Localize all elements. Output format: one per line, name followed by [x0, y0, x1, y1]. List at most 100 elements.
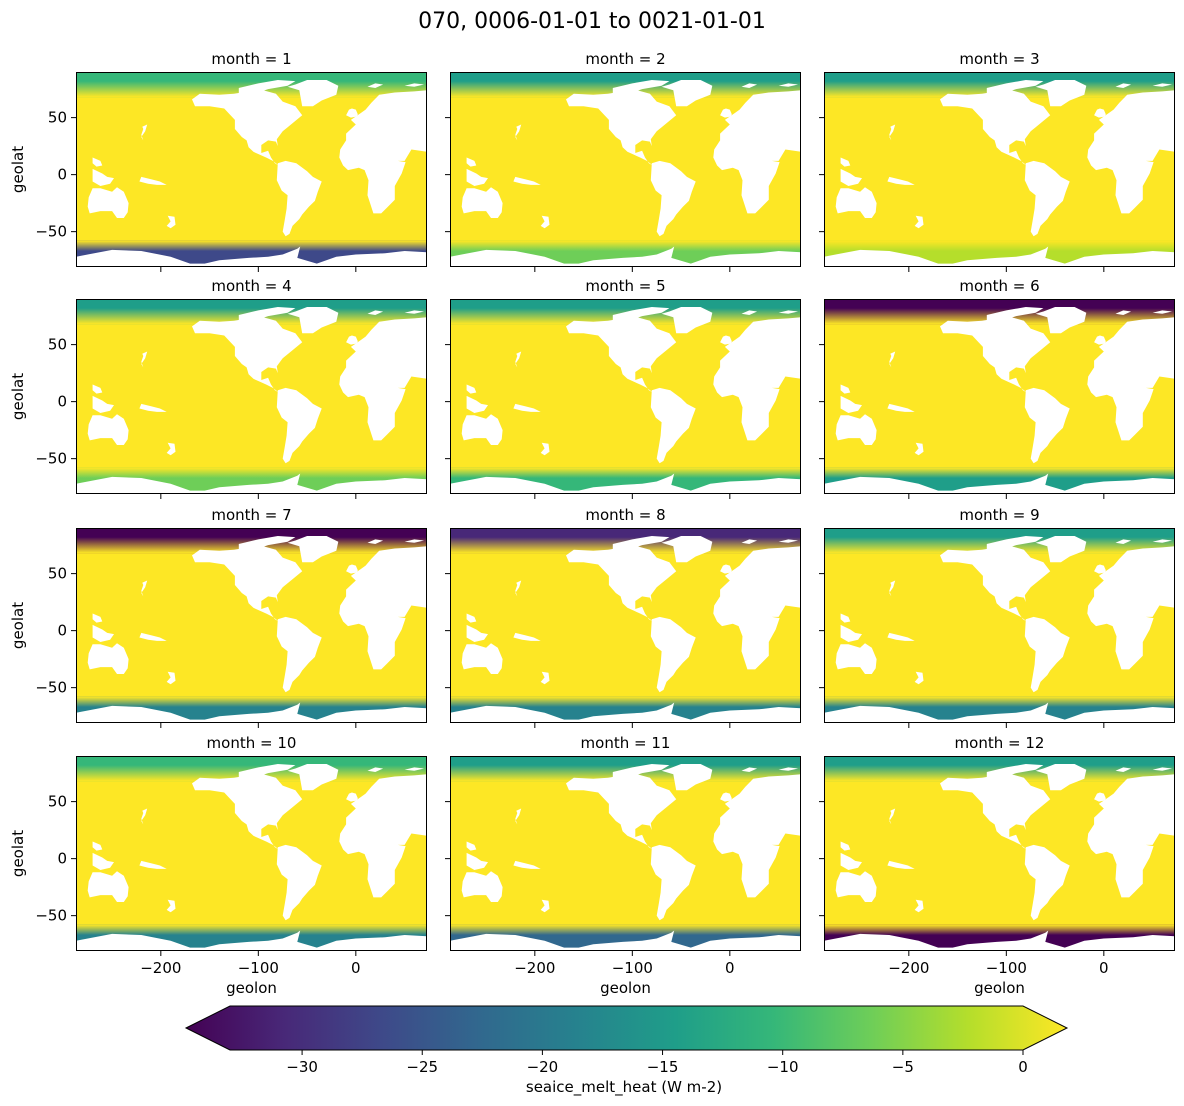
- land-mask: [367, 310, 384, 315]
- land-mask: [840, 384, 851, 394]
- land-mask: [778, 310, 799, 314]
- land-mask: [741, 539, 758, 544]
- land-mask: [192, 317, 303, 393]
- land-mask: [139, 403, 167, 412]
- land-mask: [92, 852, 114, 870]
- y-axis-label: geolat: [9, 146, 27, 193]
- land-mask: [986, 307, 1044, 321]
- land-mask: [1035, 764, 1087, 791]
- y-tick-label: −50: [35, 679, 67, 697]
- antarctica-mask: [76, 246, 427, 267]
- land-mask: [466, 395, 488, 413]
- map-panel: month = 3: [819, 50, 1175, 272]
- land-mask: [192, 546, 303, 622]
- panel-frame: [76, 528, 427, 723]
- land-mask: [339, 90, 427, 214]
- land-mask: [540, 899, 550, 913]
- land-mask: [276, 387, 322, 464]
- land-mask: [840, 157, 851, 167]
- land-mask: [1087, 317, 1175, 441]
- land-mask: [889, 351, 896, 368]
- panel-grid: month = 1 50 0 −50 geolat month = 2 month = 3 m…: [9, 50, 1175, 997]
- antarctic-melt-fade: [450, 467, 801, 479]
- panel-title: month = 11: [581, 734, 671, 752]
- colorbar-tick-label: 0: [1018, 1058, 1028, 1076]
- panel-title: month = 10: [207, 734, 297, 752]
- x-tick-label: −200: [514, 959, 555, 977]
- land-mask: [513, 860, 541, 869]
- land-mask: [404, 767, 425, 771]
- map-field: [76, 72, 427, 267]
- panel-title: month = 7: [211, 506, 291, 524]
- land-mask: [276, 616, 322, 693]
- land-mask: [339, 546, 427, 670]
- y-axis-label: geolat: [9, 373, 27, 420]
- land-mask: [346, 564, 358, 574]
- panel-frame: [824, 72, 1175, 267]
- land-mask: [404, 539, 425, 543]
- land-mask: [515, 124, 522, 141]
- land-mask: [166, 899, 176, 913]
- land-mask: [835, 871, 877, 902]
- antarctic-melt-fade: [824, 924, 1175, 936]
- y-tick-label: −50: [35, 223, 67, 241]
- land-mask: [889, 808, 896, 825]
- land-mask: [1094, 792, 1106, 802]
- land-mask: [166, 671, 176, 685]
- colorbar-tick-label: −30: [286, 1058, 318, 1076]
- x-axis-label: geolon: [974, 979, 1025, 997]
- map-panel: month = 6: [819, 277, 1175, 499]
- x-tick-label: −100: [238, 959, 279, 977]
- land-mask: [914, 442, 924, 456]
- y-tick-label: −50: [35, 450, 67, 468]
- land-mask: [461, 871, 503, 902]
- antarctica-mask: [450, 930, 801, 951]
- map-field: [450, 756, 801, 951]
- antarctica-mask: [824, 702, 1175, 723]
- land-mask: [92, 395, 114, 413]
- land-mask: [566, 90, 677, 166]
- colorbar-tick-label: −20: [527, 1058, 559, 1076]
- antarctica-mask: [824, 246, 1175, 267]
- land-mask: [1152, 767, 1173, 771]
- land-mask: [141, 580, 148, 597]
- panel-frame: [824, 299, 1175, 494]
- antarctic-melt-fade: [450, 240, 801, 252]
- land-mask: [1152, 310, 1173, 314]
- map-panel: month = 1 50 0 −50 geolat: [9, 50, 427, 272]
- y-tick-label: 50: [48, 109, 67, 127]
- land-mask: [287, 536, 339, 563]
- panel-frame: [824, 756, 1175, 951]
- land-mask: [713, 774, 801, 898]
- antarctica-mask: [450, 473, 801, 494]
- map-field: [824, 528, 1175, 723]
- panel-title: month = 12: [955, 734, 1045, 752]
- land-mask: [720, 335, 732, 345]
- land-mask: [741, 767, 758, 772]
- land-mask: [940, 774, 1051, 850]
- land-mask: [889, 124, 896, 141]
- land-mask: [367, 767, 384, 772]
- land-mask: [612, 536, 670, 550]
- land-mask: [238, 764, 296, 778]
- land-mask: [1024, 844, 1070, 921]
- map-field: [824, 299, 1175, 494]
- land-mask: [92, 157, 103, 167]
- colorbar-tick-label: −25: [406, 1058, 438, 1076]
- panel-frame: [76, 756, 427, 951]
- land-mask: [940, 317, 1051, 393]
- land-mask: [1035, 307, 1087, 334]
- x-tick-label: −100: [612, 959, 653, 977]
- land-mask: [840, 613, 851, 623]
- land-mask: [139, 860, 167, 869]
- antarctica-mask: [76, 473, 427, 494]
- land-mask: [1115, 83, 1132, 88]
- land-mask: [1094, 108, 1106, 118]
- land-mask: [650, 387, 696, 464]
- land-mask: [720, 108, 732, 118]
- land-mask: [566, 317, 677, 393]
- panel-frame: [450, 528, 801, 723]
- x-tick-label: 0: [1099, 959, 1109, 977]
- land-mask: [661, 536, 713, 563]
- land-mask: [166, 215, 176, 229]
